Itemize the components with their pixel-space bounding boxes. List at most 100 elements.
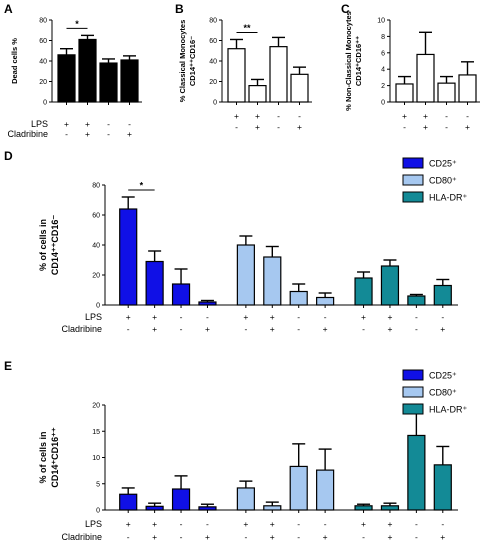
bar-c-0-0 (396, 84, 413, 102)
y-tick-label-c: 0 (381, 100, 385, 107)
cladribine-sign-c: - (445, 122, 448, 132)
cladribine-sign-d: - (362, 324, 365, 334)
bar-c-0-1 (417, 54, 434, 102)
y-axis-subtitle-b: CD14⁺⁺CD16⁻ (188, 36, 197, 86)
y-tick-label-a: 0 (43, 100, 47, 107)
cladribine-sign-d: + (270, 324, 275, 334)
legend-swatch-e-0 (403, 370, 423, 380)
cladribine-sign-d: + (323, 324, 328, 334)
bar-d-1-1 (264, 257, 281, 305)
lps-sign-a: - (107, 119, 110, 129)
lps-sign-e: + (243, 519, 248, 529)
y-axis-subtitle-e: CD14⁺CD16⁺⁺ (50, 427, 60, 488)
bar-d-0-0 (120, 209, 137, 305)
lps-sign-d: + (243, 312, 248, 322)
lps-sign-d: + (152, 312, 157, 322)
cladribine-sign-d: + (387, 324, 392, 334)
y-tick-label-d: 20 (92, 273, 100, 280)
legend-label-e-1: CD80⁺ (429, 388, 457, 398)
cladribine-row-label-a: Cladribine (7, 129, 48, 139)
lps-sign-b: + (234, 111, 239, 121)
lps-sign-d: - (180, 312, 183, 322)
cladribine-sign-c: - (403, 122, 406, 132)
lps-sign-c: - (445, 111, 448, 121)
cladribine-sign-e: + (387, 532, 392, 542)
panel-letter-b: B (175, 2, 184, 16)
cladribine-sign-b: - (235, 122, 238, 132)
cladribine-sign-e: - (244, 532, 247, 542)
y-axis-title-d: % of cells in (38, 219, 48, 271)
cladribine-sign-d: + (205, 324, 210, 334)
bar-e-0-1 (146, 506, 163, 510)
y-tick-label-a: 60 (39, 38, 47, 45)
bar-d-1-3 (317, 298, 334, 306)
bar-e-2-1 (381, 506, 398, 510)
cladribine-sign-e: + (270, 532, 275, 542)
y-tick-label-c: 2 (381, 83, 385, 90)
bar-e-0-0 (120, 494, 137, 510)
bar-e-2-2 (408, 435, 425, 510)
lps-sign-e: - (206, 519, 209, 529)
lps-sign-b: - (298, 111, 301, 121)
lps-sign-c: - (466, 111, 469, 121)
bar-a-0-0 (58, 55, 75, 102)
bar-a-0-3 (121, 60, 138, 102)
y-tick-label-a: 20 (39, 79, 47, 86)
panel-letter-e: E (4, 359, 12, 373)
y-tick-label-e: 0 (96, 508, 100, 515)
cladribine-sign-e: - (297, 532, 300, 542)
cladribine-sign-a: + (85, 129, 90, 139)
cladribine-sign-c: + (465, 122, 470, 132)
cladribine-sign-e: + (440, 532, 445, 542)
legend-label-e-0: CD25⁺ (429, 371, 457, 381)
y-tick-label-c: 10 (377, 18, 385, 25)
bar-b-0-3 (291, 74, 308, 102)
y-tick-label-b: 0 (213, 100, 217, 107)
lps-sign-d: - (206, 312, 209, 322)
cladribine-sign-e: + (205, 532, 210, 542)
lps-sign-d: + (387, 312, 392, 322)
bar-e-2-3 (434, 465, 451, 510)
lps-sign-b: + (255, 111, 260, 121)
lps-sign-d: + (126, 312, 131, 322)
legend-swatch-d-0 (403, 158, 423, 168)
legend-label-d-1: CD80⁺ (429, 176, 457, 186)
cladribine-sign-d: + (152, 324, 157, 334)
y-tick-label-d: 0 (96, 303, 100, 310)
y-tick-label-b: 60 (209, 38, 217, 45)
legend-label-d-0: CD25⁺ (429, 159, 457, 169)
lps-sign-d: - (297, 312, 300, 322)
y-tick-label-c: 6 (381, 50, 385, 57)
bar-e-0-3 (199, 507, 216, 510)
lps-sign-e: - (415, 519, 418, 529)
lps-sign-c: + (402, 111, 407, 121)
lps-sign-e: - (441, 519, 444, 529)
y-axis-subtitle-d: CD14⁺⁺CD16⁻ (50, 215, 60, 276)
y-tick-label-b: 40 (209, 59, 217, 66)
cladribine-sign-e: - (415, 532, 418, 542)
cladribine-sign-b: + (297, 122, 302, 132)
y-tick-label-d: 80 (92, 183, 100, 190)
legend-swatch-d-1 (403, 175, 423, 185)
lps-sign-d: + (361, 312, 366, 322)
lps-sign-e: + (126, 519, 131, 529)
y-tick-label-d: 40 (92, 243, 100, 250)
cladribine-sign-e: - (180, 532, 183, 542)
cladribine-sign-e: - (127, 532, 130, 542)
cladribine-sign-b: + (255, 122, 260, 132)
y-tick-label-c: 8 (381, 34, 385, 41)
significance-label-d: * (140, 181, 144, 191)
lps-sign-e: + (387, 519, 392, 529)
lps-sign-d: - (415, 312, 418, 322)
cladribine-row-label-d: Cladribine (61, 324, 102, 334)
cladribine-sign-b: - (277, 122, 280, 132)
cladribine-sign-d: - (180, 324, 183, 334)
bar-e-1-3 (317, 470, 334, 510)
cladribine-sign-d: - (127, 324, 130, 334)
lps-sign-e: + (361, 519, 366, 529)
cladribine-sign-e: + (323, 532, 328, 542)
bar-d-2-3 (434, 286, 451, 306)
bar-d-2-0 (355, 278, 372, 305)
y-axis-title-a: Dead cells % (10, 38, 19, 84)
